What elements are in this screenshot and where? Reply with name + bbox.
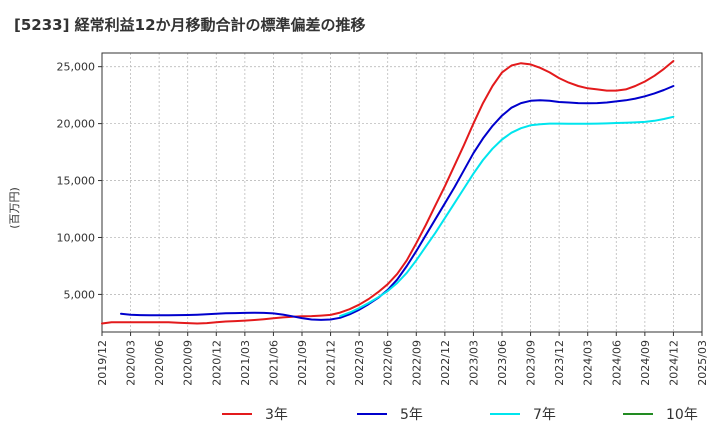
x-tick-label: 2022/12 bbox=[439, 340, 452, 386]
x-tick-label: 2024/12 bbox=[667, 340, 680, 386]
x-tick-label: 2021/12 bbox=[325, 340, 338, 386]
x-tick-label: 2020/12 bbox=[210, 340, 223, 386]
x-tick-label: 2021/09 bbox=[296, 340, 309, 386]
x-tick-label: 2022/06 bbox=[382, 340, 395, 386]
y-tick-label: 10,000 bbox=[57, 231, 96, 244]
legend-label-3: 10年 bbox=[666, 407, 698, 423]
y-tick-label: 20,000 bbox=[57, 118, 96, 131]
x-tick-label: 2025/03 bbox=[696, 340, 709, 386]
x-tick-label: 2019/12 bbox=[96, 340, 109, 386]
plot-frame bbox=[101, 52, 703, 333]
x-tick-label: 2022/03 bbox=[353, 340, 366, 386]
series-line-1 bbox=[120, 85, 675, 321]
legend-label-0: 3年 bbox=[265, 407, 288, 423]
x-tick-label: 2023/12 bbox=[553, 340, 566, 386]
y-tick-label: 5,000 bbox=[64, 288, 96, 301]
y-tick-label: 25,000 bbox=[57, 61, 96, 74]
x-tick-label: 2021/03 bbox=[239, 340, 252, 386]
x-tick-label: 2023/09 bbox=[525, 340, 538, 386]
x-tick-label: 2023/06 bbox=[496, 340, 509, 386]
y-tick-label: 15,000 bbox=[57, 175, 96, 188]
x-tick-label: 2024/03 bbox=[582, 340, 595, 386]
x-tick-label: 2023/03 bbox=[467, 340, 480, 386]
series-line-0 bbox=[101, 60, 675, 325]
chart-title: [5233] 経常利益12か月移動合計の標準偏差の推移 bbox=[14, 16, 366, 34]
series-line-2 bbox=[339, 115, 675, 318]
x-tick-label: 2020/06 bbox=[153, 340, 166, 386]
x-tick-label: 2021/06 bbox=[267, 340, 280, 386]
legend-label-2: 7年 bbox=[533, 407, 556, 423]
plot-area: 5,000 10,000 15,000 20,000 25,000 2019/12 2020… bbox=[57, 52, 709, 386]
plot-background bbox=[102, 53, 702, 332]
legend: 3年 5年 7年 10年 bbox=[222, 407, 698, 423]
x-tick-label: 2024/09 bbox=[639, 340, 652, 386]
x-tick-label: 2024/06 bbox=[610, 340, 623, 386]
y-axis-label: (百万円) bbox=[8, 187, 21, 229]
x-tick-label: 2020/03 bbox=[125, 340, 138, 386]
legend-label-1: 5年 bbox=[400, 407, 423, 423]
x-tick-label: 2020/09 bbox=[182, 340, 195, 386]
x-tick-label: 2022/09 bbox=[410, 340, 423, 386]
